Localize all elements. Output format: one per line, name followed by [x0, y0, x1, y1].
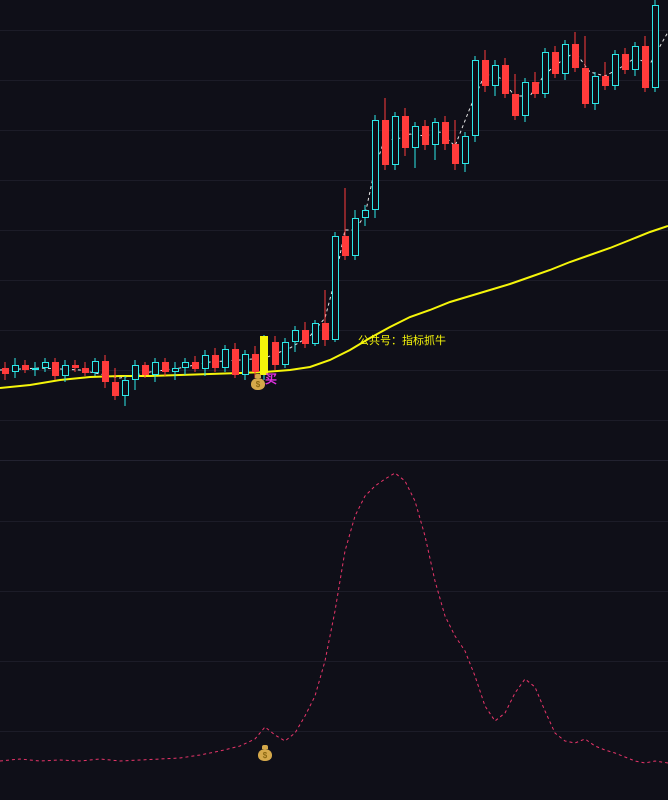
- money-bag-icon: $: [258, 745, 272, 761]
- sub-chart-svg: [0, 461, 668, 800]
- buy-signal-label: 买: [265, 370, 277, 387]
- price-panel[interactable]: 公共号：指标抓牛 买 $: [0, 0, 668, 460]
- money-bag-icon: $: [251, 374, 265, 390]
- indicator-panel[interactable]: $: [0, 460, 668, 800]
- watermark-text: 公共号：指标抓牛: [358, 332, 446, 348]
- stock-chart: 公共号：指标抓牛 买 $ $: [0, 0, 668, 800]
